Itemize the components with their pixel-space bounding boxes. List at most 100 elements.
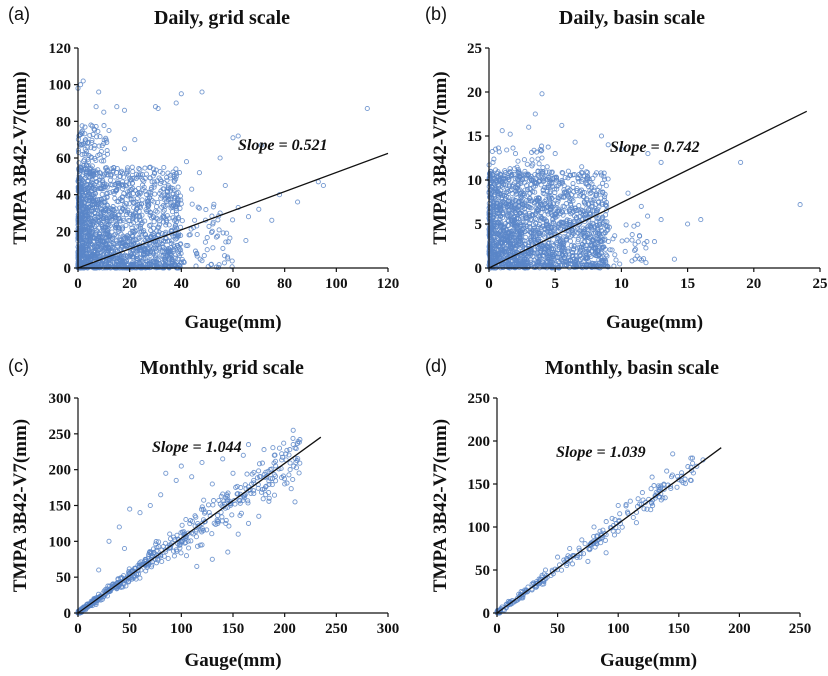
data-point xyxy=(144,560,150,567)
data-point xyxy=(520,201,526,207)
data-point xyxy=(638,203,644,209)
data-point xyxy=(151,171,158,177)
data-point xyxy=(107,177,113,183)
data-point xyxy=(87,234,93,240)
data-point xyxy=(547,201,553,207)
data-point xyxy=(234,483,240,489)
data-point xyxy=(158,252,164,258)
data-point xyxy=(582,211,588,217)
data-point xyxy=(555,554,561,560)
data-point xyxy=(263,492,269,498)
data-point xyxy=(548,247,555,253)
data-point xyxy=(78,129,84,135)
data-point xyxy=(295,456,301,462)
data-point xyxy=(225,549,231,555)
data-point xyxy=(592,544,598,550)
data-point xyxy=(213,234,219,240)
y-axis-label: TMPA 3B42-V7(mm) xyxy=(10,419,31,592)
x-tick-label: 20 xyxy=(746,276,761,292)
data-point xyxy=(645,213,651,219)
data-point xyxy=(121,545,128,552)
data-point xyxy=(572,260,578,266)
data-point xyxy=(551,252,557,258)
data-point xyxy=(636,233,643,239)
data-point xyxy=(235,531,241,537)
data-point xyxy=(210,502,216,508)
x-axis-label: Gauge(mm) xyxy=(606,312,703,333)
data-point xyxy=(202,510,208,516)
data-point xyxy=(594,222,600,228)
x-tick-label: 50 xyxy=(550,621,565,637)
y-tick-label: 150 xyxy=(49,499,72,515)
data-point xyxy=(148,549,154,555)
data-point xyxy=(118,237,124,244)
data-point xyxy=(320,182,326,189)
data-point xyxy=(118,259,124,265)
data-point xyxy=(556,244,562,251)
data-point xyxy=(585,558,591,564)
data-point xyxy=(130,169,136,175)
data-point xyxy=(590,203,596,209)
data-point xyxy=(76,189,82,195)
data-point xyxy=(123,212,129,218)
data-point xyxy=(676,477,682,483)
data-point xyxy=(558,219,564,225)
data-point xyxy=(211,201,217,207)
data-point xyxy=(222,182,228,189)
data-point xyxy=(565,175,571,181)
data-point xyxy=(499,235,505,241)
data-point xyxy=(505,260,512,266)
data-point xyxy=(120,183,127,189)
data-point xyxy=(549,170,555,176)
data-point xyxy=(137,190,143,196)
data-point xyxy=(85,163,91,170)
data-point xyxy=(617,511,623,517)
data-point xyxy=(210,204,216,210)
data-point xyxy=(98,186,104,192)
data-point xyxy=(501,181,507,187)
data-point xyxy=(168,197,174,203)
data-point xyxy=(225,239,231,245)
data-point xyxy=(290,441,296,448)
data-point xyxy=(495,219,501,225)
data-point xyxy=(154,556,160,562)
data-point xyxy=(221,260,227,266)
y-tick-label: 200 xyxy=(468,434,491,450)
data-point xyxy=(96,234,102,240)
data-point xyxy=(282,481,288,487)
data-point xyxy=(199,529,205,535)
data-point xyxy=(579,537,585,543)
data-point xyxy=(690,460,696,466)
data-point xyxy=(625,190,631,196)
data-point xyxy=(153,204,160,210)
data-point xyxy=(245,500,251,506)
data-point xyxy=(548,204,554,210)
data-point xyxy=(570,247,577,253)
data-point xyxy=(105,245,111,251)
data-point xyxy=(565,192,571,198)
data-point xyxy=(582,226,588,232)
data-point xyxy=(290,427,296,433)
data-point xyxy=(117,170,124,176)
fit-line xyxy=(77,152,389,269)
data-point xyxy=(603,212,609,218)
data-point xyxy=(151,219,157,225)
data-point xyxy=(117,226,123,232)
data-point xyxy=(512,245,518,251)
data-point xyxy=(542,567,549,573)
data-point xyxy=(543,169,549,175)
data-point xyxy=(603,202,609,208)
data-point xyxy=(90,251,96,258)
data-point xyxy=(194,253,200,259)
data-point xyxy=(113,206,119,212)
data-point xyxy=(797,202,803,208)
data-point xyxy=(148,210,154,216)
data-point xyxy=(90,264,96,270)
data-point xyxy=(185,538,191,544)
data-point xyxy=(159,204,165,210)
data-point xyxy=(540,259,546,265)
data-point xyxy=(632,241,638,247)
data-point xyxy=(92,187,98,193)
data-point xyxy=(499,177,505,183)
y-tick-label: 25 xyxy=(467,41,482,57)
